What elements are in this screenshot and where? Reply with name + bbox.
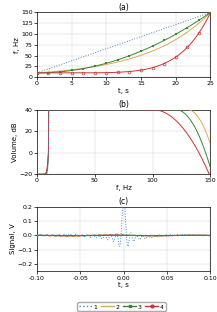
Title: (a): (a) <box>118 3 129 12</box>
Y-axis label: Signal, V: Signal, V <box>10 224 16 255</box>
Title: (c): (c) <box>119 197 129 206</box>
X-axis label: f, Hz: f, Hz <box>116 185 132 191</box>
Y-axis label: Volume, dB: Volume, dB <box>12 122 18 162</box>
X-axis label: t, s: t, s <box>118 88 129 94</box>
Y-axis label: f, Hz: f, Hz <box>14 37 20 53</box>
X-axis label: t, s: t, s <box>118 282 129 288</box>
Title: (b): (b) <box>118 100 129 109</box>
Legend: 1, 2, 3, 4: 1, 2, 3, 4 <box>77 302 166 311</box>
